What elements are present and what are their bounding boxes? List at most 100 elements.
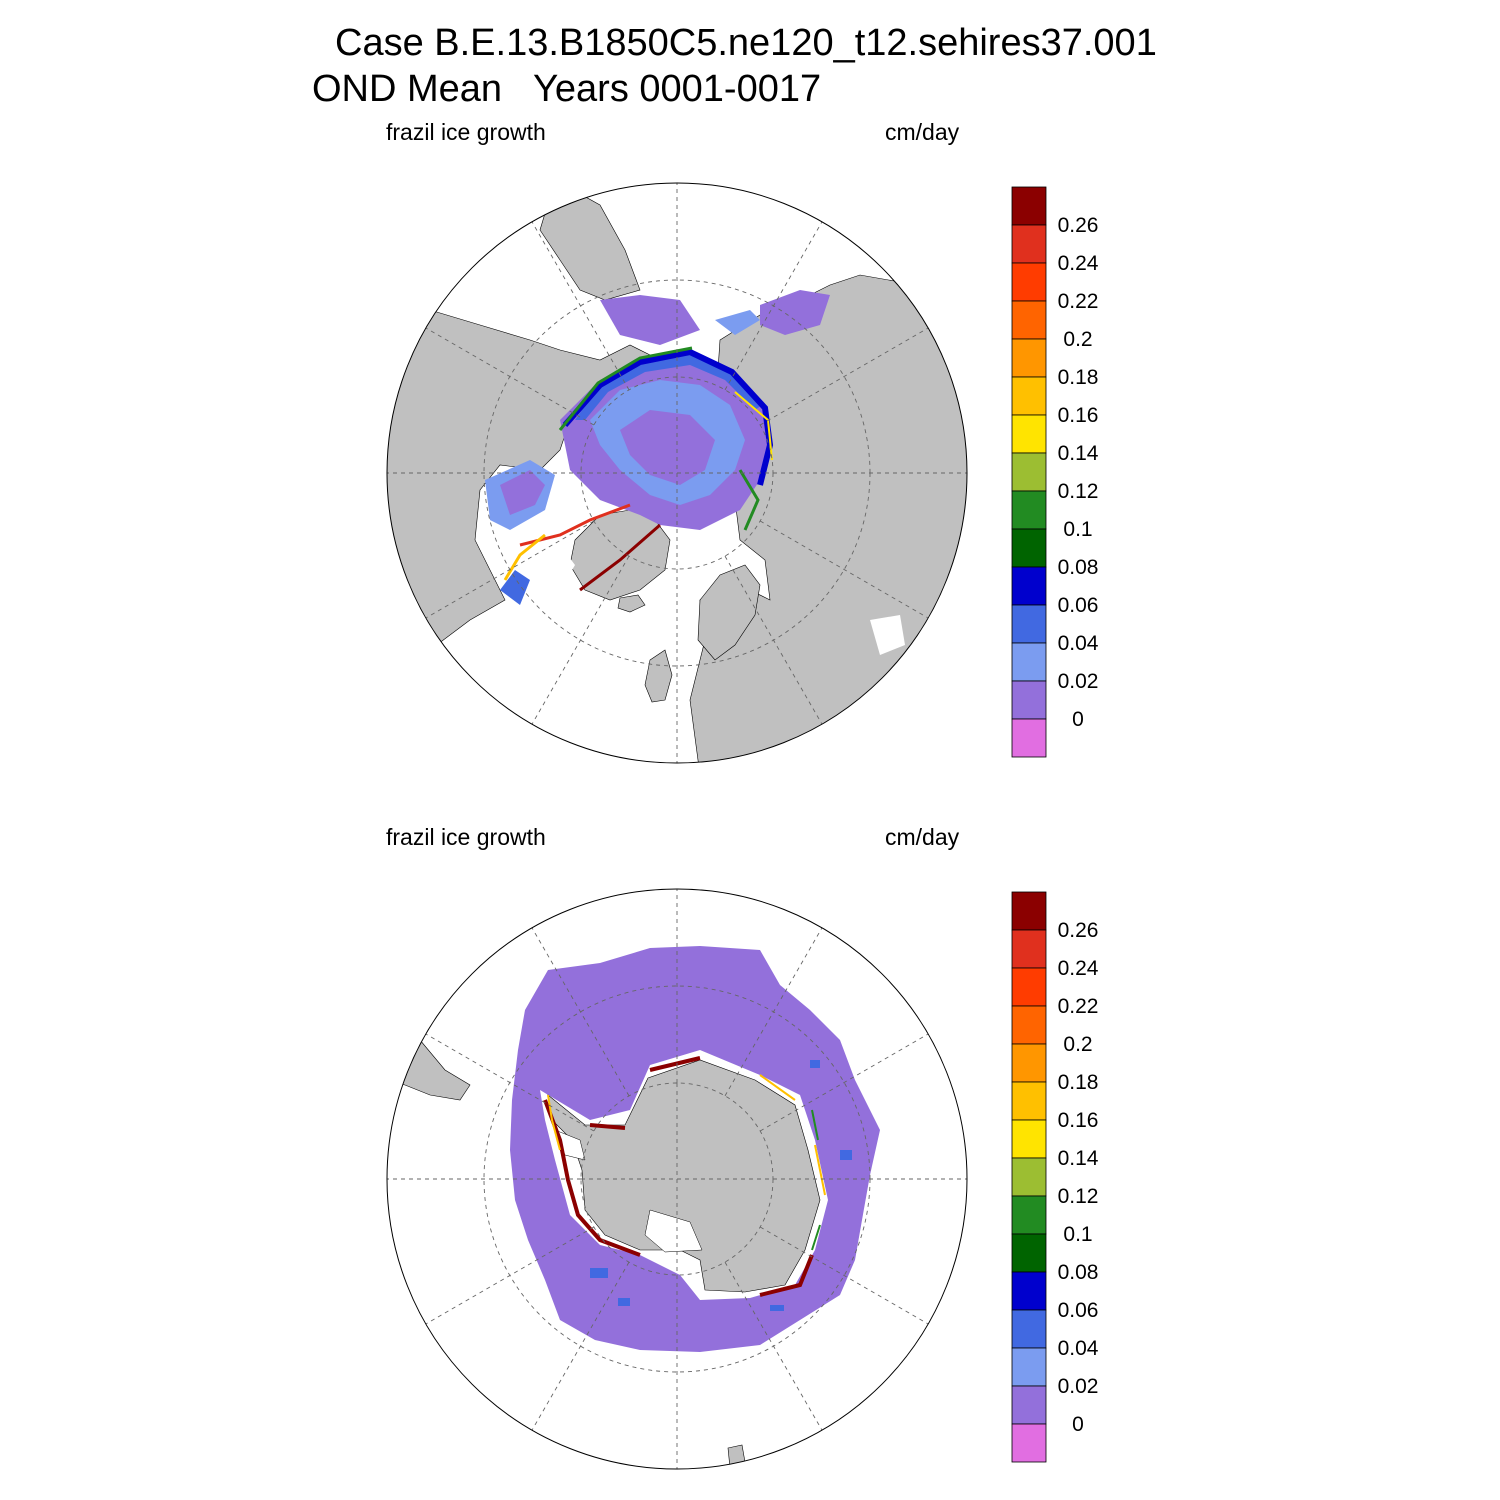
north-colorbar-swatch [1011, 262, 1047, 302]
meridian-line [531, 555, 630, 725]
north-colorbar-swatch [1011, 642, 1047, 682]
meridian-line [759, 327, 929, 426]
north-colorbar-swatch [1011, 224, 1047, 264]
south-colorbar-tick-label: 0.26 [1058, 919, 1099, 942]
north-colorbar-tick-label: 0.18 [1058, 366, 1099, 389]
south-frazil-blue-patches [590, 1060, 852, 1311]
south-colorbar-swatch [1011, 1271, 1047, 1311]
south-graticule [387, 889, 967, 1469]
meridian-line [724, 927, 823, 1097]
north-colorbar: 0.26 0.24 0.22 0.2 0.18 0.16 0.14 0.12 0.1 0.08 0.… [1011, 186, 1099, 758]
north-graticule [387, 183, 967, 763]
meridian-line [759, 1033, 929, 1132]
south-colorbar-swatch [1011, 967, 1047, 1007]
north-colorbar-swatch [1011, 490, 1047, 530]
meridian-line [724, 221, 823, 391]
north-caspian [870, 615, 905, 655]
south-coastal-frazil-high [543, 1056, 814, 1297]
south-coastal-frazil-mid [547, 1074, 826, 1196]
south-ross-ice-shelf [644, 1209, 703, 1253]
north-panel-variable-label: frazil ice growth [386, 119, 546, 145]
meridian-line [425, 520, 595, 619]
north-colorbar-swatch [1011, 376, 1047, 416]
north-frazil-field [485, 290, 830, 605]
meridian-line [425, 1033, 595, 1132]
south-colorbar-swatch [1011, 1233, 1047, 1273]
meridian-line [531, 221, 630, 391]
north-colorbar-tick-label: 0.14 [1058, 442, 1099, 465]
south-colorbar-tick-label: 0.18 [1058, 1071, 1099, 1094]
south-colorbar-tick-label: 0.22 [1058, 995, 1099, 1018]
south-colorbar-swatch [1011, 1157, 1047, 1197]
south-colorbar-tick-label: 0.06 [1058, 1299, 1099, 1322]
north-colorbar-tick-label: 0.08 [1058, 556, 1099, 579]
north-colorbar-tick-label: 0.26 [1058, 214, 1099, 237]
south-colorbar-swatch [1011, 1195, 1047, 1235]
meridian-line [531, 1261, 630, 1431]
north-colorbar-swatch [1011, 566, 1047, 606]
south-colorbar-swatch [1011, 1423, 1047, 1463]
plot-title-case: Case B.E.13.B1850C5.ne120_t12.sehires37.… [335, 22, 1157, 64]
south-colorbar-swatch [1011, 1005, 1047, 1045]
north-colorbar-tick-label: 0.06 [1058, 594, 1099, 617]
south-colorbar-tick-label: 0 [1072, 1413, 1084, 1436]
meridian-line [724, 1261, 823, 1431]
north-colorbar-swatch [1011, 338, 1047, 378]
meridian-line [425, 1226, 595, 1325]
north-colorbar-swatch [1011, 414, 1047, 454]
south-colorbar-swatch [1011, 1385, 1047, 1425]
north-colorbar-swatch [1011, 680, 1047, 720]
south-colorbar-tick-label: 0.02 [1058, 1375, 1099, 1398]
north-colorbar-tick-label: 0.1 [1063, 518, 1092, 541]
north-colorbar-swatch [1011, 452, 1047, 492]
south-colorbar: 0.26 0.24 0.22 0.2 0.18 0.16 0.14 0.12 0.1 0.08 0.… [1011, 891, 1099, 1463]
north-colorbar-tick-label: 0.16 [1058, 404, 1099, 427]
meridian-line [724, 555, 823, 725]
south-colorbar-swatch [1011, 1043, 1047, 1083]
north-colorbar-swatch [1011, 186, 1047, 226]
north-land-iceland [617, 594, 646, 613]
north-map-boundary [386, 182, 968, 764]
north-hudson-bay [515, 545, 575, 605]
plot-title-period: OND Mean Years 0001-0017 [312, 68, 822, 110]
north-colorbar-swatch [1011, 718, 1047, 758]
north-colorbar-swatch [1011, 604, 1047, 644]
south-colorbar-swatch [1011, 1081, 1047, 1121]
south-colorbar-tick-label: 0.2 [1063, 1033, 1092, 1056]
south-colorbar-tick-label: 0.08 [1058, 1261, 1099, 1284]
north-colorbar-tick-label: 0.04 [1058, 632, 1099, 655]
north-colorbar-swatch [1011, 300, 1047, 340]
north-colorbar-tick-label: 0.2 [1063, 328, 1092, 351]
south-colorbar-tick-label: 0.16 [1058, 1109, 1099, 1132]
south-colorbar-swatch [1011, 1309, 1047, 1349]
south-map-boundary [386, 888, 968, 1470]
north-colorbar-tick-label: 0.22 [1058, 290, 1099, 313]
south-colorbar-tick-label: 0.24 [1058, 957, 1099, 980]
meridian-line [759, 1226, 929, 1325]
meridian-line [425, 327, 595, 426]
north-land-british-isles [644, 649, 673, 703]
north-colorbar-tick-label: 0.12 [1058, 480, 1099, 503]
south-colorbar-swatch [1011, 1347, 1047, 1387]
south-colorbar-tick-label: 0.12 [1058, 1185, 1099, 1208]
south-coastal-frazil-green [811, 1109, 821, 1251]
south-panel-units-label: cm/day [885, 824, 960, 850]
north-colorbar-tick-label: 0.24 [1058, 252, 1099, 275]
south-colorbar-swatch [1011, 1119, 1047, 1159]
south-colorbar-swatch [1011, 891, 1047, 931]
meridian-line [759, 520, 929, 619]
south-colorbar-tick-label: 0.04 [1058, 1337, 1099, 1360]
south-land-tasmania [727, 1444, 746, 1469]
north-colorbar-swatch [1011, 528, 1047, 568]
south-land-antarctica [547, 1059, 821, 1293]
north-land-scandinavia [697, 564, 761, 661]
meridian-line [531, 927, 630, 1097]
south-colorbar-swatch [1011, 929, 1047, 969]
north-colorbar-tick-label: 0.02 [1058, 670, 1099, 693]
south-colorbar-tick-label: 0.1 [1063, 1223, 1092, 1246]
north-polar-map [386, 182, 968, 764]
north-panel-units-label: cm/day [885, 119, 960, 145]
north-land-north-america [387, 299, 651, 651]
south-polar-map [386, 888, 968, 1470]
south-panel-variable-label: frazil ice growth [386, 824, 546, 850]
